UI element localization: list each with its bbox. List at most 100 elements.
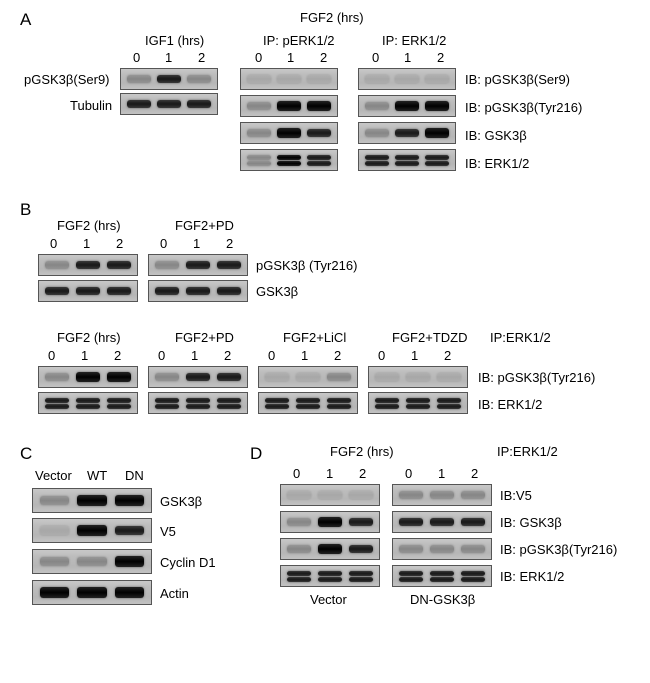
c-blot-actin xyxy=(32,580,152,605)
d-blot-v5b xyxy=(392,484,492,506)
header-fgf2-top: FGF2 (hrs) xyxy=(300,10,364,25)
b-h-fgf2: FGF2 (hrs) xyxy=(57,218,121,233)
tp: 2 xyxy=(116,236,123,251)
a-right-gsk: IB: GSK3β xyxy=(465,128,527,143)
b2-blot2a xyxy=(38,392,138,414)
b-h2-fgf2: FGF2 (hrs) xyxy=(57,330,121,345)
tp: 1 xyxy=(81,348,88,363)
tp: 1 xyxy=(438,466,445,481)
tp: 1 xyxy=(411,348,418,363)
c-h-wt: WT xyxy=(87,468,107,483)
b2-blot1a xyxy=(38,366,138,388)
d-blot-v5a xyxy=(280,484,380,506)
b-r-gsk: GSK3β xyxy=(256,284,298,299)
panel-label-A: A xyxy=(20,10,31,30)
d-h-fgf2: FGF2 (hrs) xyxy=(330,444,394,459)
blot-a-igf-tub xyxy=(120,93,218,115)
b-h2-tdzd: FGF2+TDZD xyxy=(392,330,467,345)
tp: 2 xyxy=(359,466,366,481)
b-h2-licl: FGF2+LiCl xyxy=(283,330,346,345)
d-blot-gskb xyxy=(392,511,492,533)
tp: 0 xyxy=(48,348,55,363)
b2-r-erk: IB: ERK1/2 xyxy=(478,397,542,412)
tp: 0 xyxy=(405,466,412,481)
blot-a-erk-erk xyxy=(358,149,456,171)
b2-r-pgsk: IB: pGSK3β(Tyr216) xyxy=(478,370,595,385)
b-blot-fgf2-gsk xyxy=(38,280,138,302)
b-blot-pd-gsk xyxy=(148,280,248,302)
panel-label-C: C xyxy=(20,444,32,464)
c-blot-cyc xyxy=(32,549,152,574)
tp: 2 xyxy=(320,50,327,65)
b2-blot1c xyxy=(258,366,358,388)
tp: 2 xyxy=(444,348,451,363)
blot-a-perk-ser9 xyxy=(240,68,338,90)
tp: 0 xyxy=(378,348,385,363)
d-blot-pgskb xyxy=(392,538,492,560)
tp: 1 xyxy=(287,50,294,65)
c-blot-v5 xyxy=(32,518,152,543)
tp: 0 xyxy=(293,466,300,481)
d-r-gsk: IB: GSK3β xyxy=(500,515,562,530)
blot-a-perk-gsk xyxy=(240,122,338,144)
tp: 2 xyxy=(334,348,341,363)
blot-a-perk-erk xyxy=(240,149,338,171)
tp: 0 xyxy=(50,236,57,251)
d-bottom-vec: Vector xyxy=(310,592,347,607)
a-right-ser9: IB: pGSK3β(Ser9) xyxy=(465,72,570,87)
b-blot-pd-pgsk xyxy=(148,254,248,276)
tp: 1 xyxy=(83,236,90,251)
header-igf1: IGF1 (hrs) xyxy=(145,33,204,48)
d-r-pgsk: IB: pGSK3β(Tyr216) xyxy=(500,542,617,557)
blot-a-perk-tyr xyxy=(240,95,338,117)
tp: 1 xyxy=(326,466,333,481)
c-r-v5: V5 xyxy=(160,524,176,539)
a-left-tub: Tubulin xyxy=(70,98,112,113)
d-h-iperk: IP:ERK1/2 xyxy=(497,444,558,459)
b2-blot2d xyxy=(368,392,468,414)
b-h-pd: FGF2+PD xyxy=(175,218,234,233)
header-ip-erk: IP: ERK1/2 xyxy=(382,33,446,48)
b-h2-iperk: IP:ERK1/2 xyxy=(490,330,551,345)
blot-a-erk-gsk xyxy=(358,122,456,144)
b2-blot1b xyxy=(148,366,248,388)
tp: 2 xyxy=(437,50,444,65)
c-h-dn: DN xyxy=(125,468,144,483)
d-r-erk: IB: ERK1/2 xyxy=(500,569,564,584)
tp: 0 xyxy=(133,50,140,65)
d-bottom-dn: DN-GSK3β xyxy=(410,592,475,607)
b2-blot2c xyxy=(258,392,358,414)
a-right-tyr216: IB: pGSK3β(Tyr216) xyxy=(465,100,582,115)
tp: 2 xyxy=(226,236,233,251)
c-r-cyc: Cyclin D1 xyxy=(160,555,216,570)
c-h-vec: Vector xyxy=(35,468,72,483)
a-left-pgsk: pGSK3β(Ser9) xyxy=(24,72,110,87)
d-r-v5: IB:V5 xyxy=(500,488,532,503)
b-blot-fgf2-pgsk xyxy=(38,254,138,276)
d-blot-erka xyxy=(280,565,380,587)
c-r-actin: Actin xyxy=(160,586,189,601)
tp: 1 xyxy=(193,236,200,251)
tp: 1 xyxy=(301,348,308,363)
c-r-gsk: GSK3β xyxy=(160,494,202,509)
tp: 0 xyxy=(372,50,379,65)
b2-blot1d xyxy=(368,366,468,388)
tp: 0 xyxy=(255,50,262,65)
tp: 1 xyxy=(165,50,172,65)
d-blot-gska xyxy=(280,511,380,533)
tp: 2 xyxy=(114,348,121,363)
b-r-pgsk: pGSK3β (Tyr216) xyxy=(256,258,357,273)
blot-a-erk-tyr xyxy=(358,95,456,117)
tp: 2 xyxy=(471,466,478,481)
panel-label-D: D xyxy=(250,444,262,464)
tp: 0 xyxy=(158,348,165,363)
blot-a-erk-ser9 xyxy=(358,68,456,90)
c-blot-gsk xyxy=(32,488,152,513)
b-h2-pd: FGF2+PD xyxy=(175,330,234,345)
d-blot-pgska xyxy=(280,538,380,560)
a-right-erk: IB: ERK1/2 xyxy=(465,156,529,171)
blot-a-igf-pgsk xyxy=(120,68,218,90)
tp: 1 xyxy=(404,50,411,65)
tp: 2 xyxy=(198,50,205,65)
b2-blot2b xyxy=(148,392,248,414)
